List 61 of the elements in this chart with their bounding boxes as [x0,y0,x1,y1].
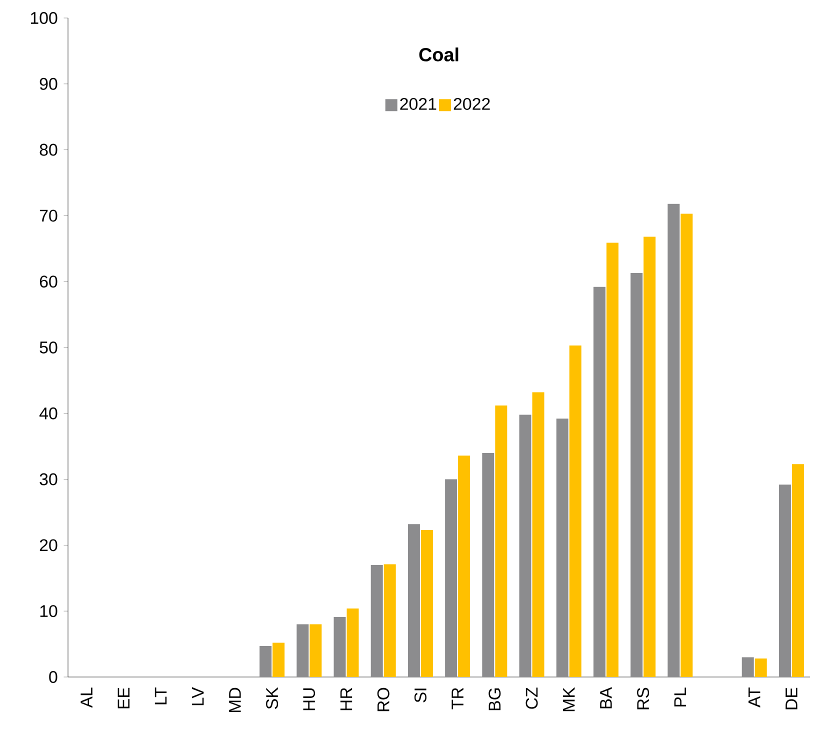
x-tick-label: AL [80,688,92,708]
x-tick-label: PL [674,688,686,706]
x-tick-label: DE [786,688,798,710]
bar [445,479,458,677]
bar [606,242,618,677]
bar [408,524,420,677]
y-tick-label: 70 [40,210,58,222]
bar [680,214,693,677]
x-tick-label: LV [192,687,204,706]
bar [370,564,383,677]
x-tick-label: MD [229,688,241,712]
bar [310,624,322,677]
bar [754,658,767,677]
x-tick-label: TR [452,688,464,710]
y-tick-label: 50 [40,342,58,354]
bar [668,204,680,677]
x-tick-label: RS [637,688,650,710]
x-tick-label: EE [118,688,130,708]
x-tick-label: HU [303,688,316,710]
bar [593,286,606,677]
bar [569,346,582,677]
x-tick-label: HR [340,688,352,710]
x-tick-label: AT [748,687,760,708]
y-tick-label: 80 [40,144,58,156]
x-tick-label: BG [488,688,501,710]
y-tick-label: 40 [39,407,58,420]
y-tick-label: 0 [49,671,58,683]
bar [296,624,309,677]
y-tick-label: 20 [40,539,58,552]
bar [458,456,470,677]
y-tick-label: 100 [30,12,58,24]
bar [334,617,346,677]
text: Coal [419,48,458,62]
bar [532,392,544,677]
bar [742,657,754,677]
bar [346,608,359,677]
bar [482,452,494,677]
legend-label: 2022 [454,98,490,110]
x-tick-label: RO [377,688,390,712]
x-tick-label: CZ [526,688,538,709]
y-tick-label: 10 [40,605,58,618]
x-tick-label: BA [600,687,612,708]
bar [495,405,508,677]
bar [519,414,532,677]
bar [384,564,396,677]
legend-label: 2021 [400,98,436,110]
x-tick-label: SK [266,687,278,709]
bar [644,236,656,677]
x-tick-label: MK [563,687,575,712]
bar [260,646,272,677]
bar [420,530,433,677]
bar [630,273,643,677]
bar [272,642,285,677]
y-tick-label: 30 [40,473,58,486]
bar [556,418,568,677]
y-tick-label: 60 [40,276,58,288]
y-tick-label: 90 [40,78,58,90]
x-tick-label: SI [414,688,426,702]
bar [792,464,804,677]
bar [778,484,791,677]
x-tick-label: LT [154,687,167,704]
